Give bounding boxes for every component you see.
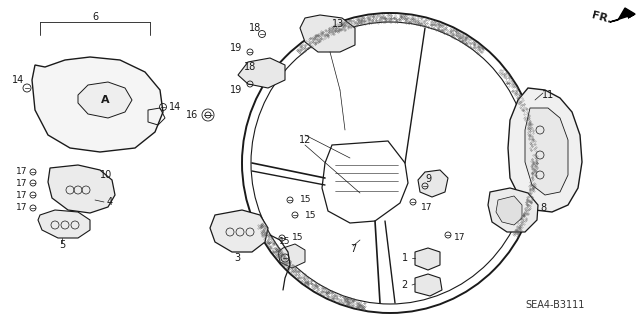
Polygon shape [238, 58, 285, 88]
Text: 17: 17 [16, 167, 28, 176]
Text: 5: 5 [59, 240, 65, 250]
Text: 8: 8 [540, 203, 546, 213]
Text: 16: 16 [186, 110, 198, 120]
Text: 14: 14 [169, 102, 181, 112]
Polygon shape [300, 15, 355, 52]
Polygon shape [525, 108, 568, 195]
Polygon shape [610, 8, 635, 22]
Text: FR.: FR. [590, 11, 612, 26]
Text: 18: 18 [249, 23, 261, 33]
Text: 13: 13 [332, 19, 344, 29]
Text: 2: 2 [402, 280, 408, 290]
Polygon shape [32, 57, 163, 152]
Text: 4: 4 [107, 197, 113, 207]
Text: 15: 15 [300, 196, 312, 204]
Text: 6: 6 [92, 12, 98, 22]
Polygon shape [48, 165, 115, 213]
Text: 7: 7 [350, 244, 356, 254]
Polygon shape [488, 188, 538, 232]
Polygon shape [496, 196, 522, 225]
Text: SEA4-B3111: SEA4-B3111 [525, 300, 585, 310]
Text: 12: 12 [299, 135, 311, 145]
Text: 19: 19 [230, 43, 242, 53]
Text: 11: 11 [542, 90, 554, 100]
Text: 17: 17 [16, 190, 28, 199]
Text: 18: 18 [244, 62, 256, 72]
Polygon shape [508, 88, 582, 212]
Polygon shape [415, 248, 440, 270]
Polygon shape [415, 274, 442, 296]
Polygon shape [418, 170, 448, 197]
Polygon shape [210, 210, 268, 252]
Text: 15: 15 [279, 238, 291, 247]
Text: 19: 19 [230, 85, 242, 95]
Text: A: A [100, 95, 109, 105]
Polygon shape [38, 210, 90, 238]
Text: 15: 15 [292, 234, 303, 242]
Text: 1: 1 [402, 253, 408, 263]
Text: 9: 9 [425, 174, 431, 184]
Polygon shape [78, 82, 132, 118]
Text: 17: 17 [16, 179, 28, 188]
Text: 17: 17 [454, 234, 466, 242]
Text: 17: 17 [421, 203, 433, 211]
Text: 10: 10 [100, 170, 112, 180]
Text: 15: 15 [305, 211, 317, 219]
Text: 14: 14 [12, 75, 24, 85]
Text: 17: 17 [16, 203, 28, 211]
Polygon shape [278, 244, 305, 268]
Text: 3: 3 [234, 253, 240, 263]
